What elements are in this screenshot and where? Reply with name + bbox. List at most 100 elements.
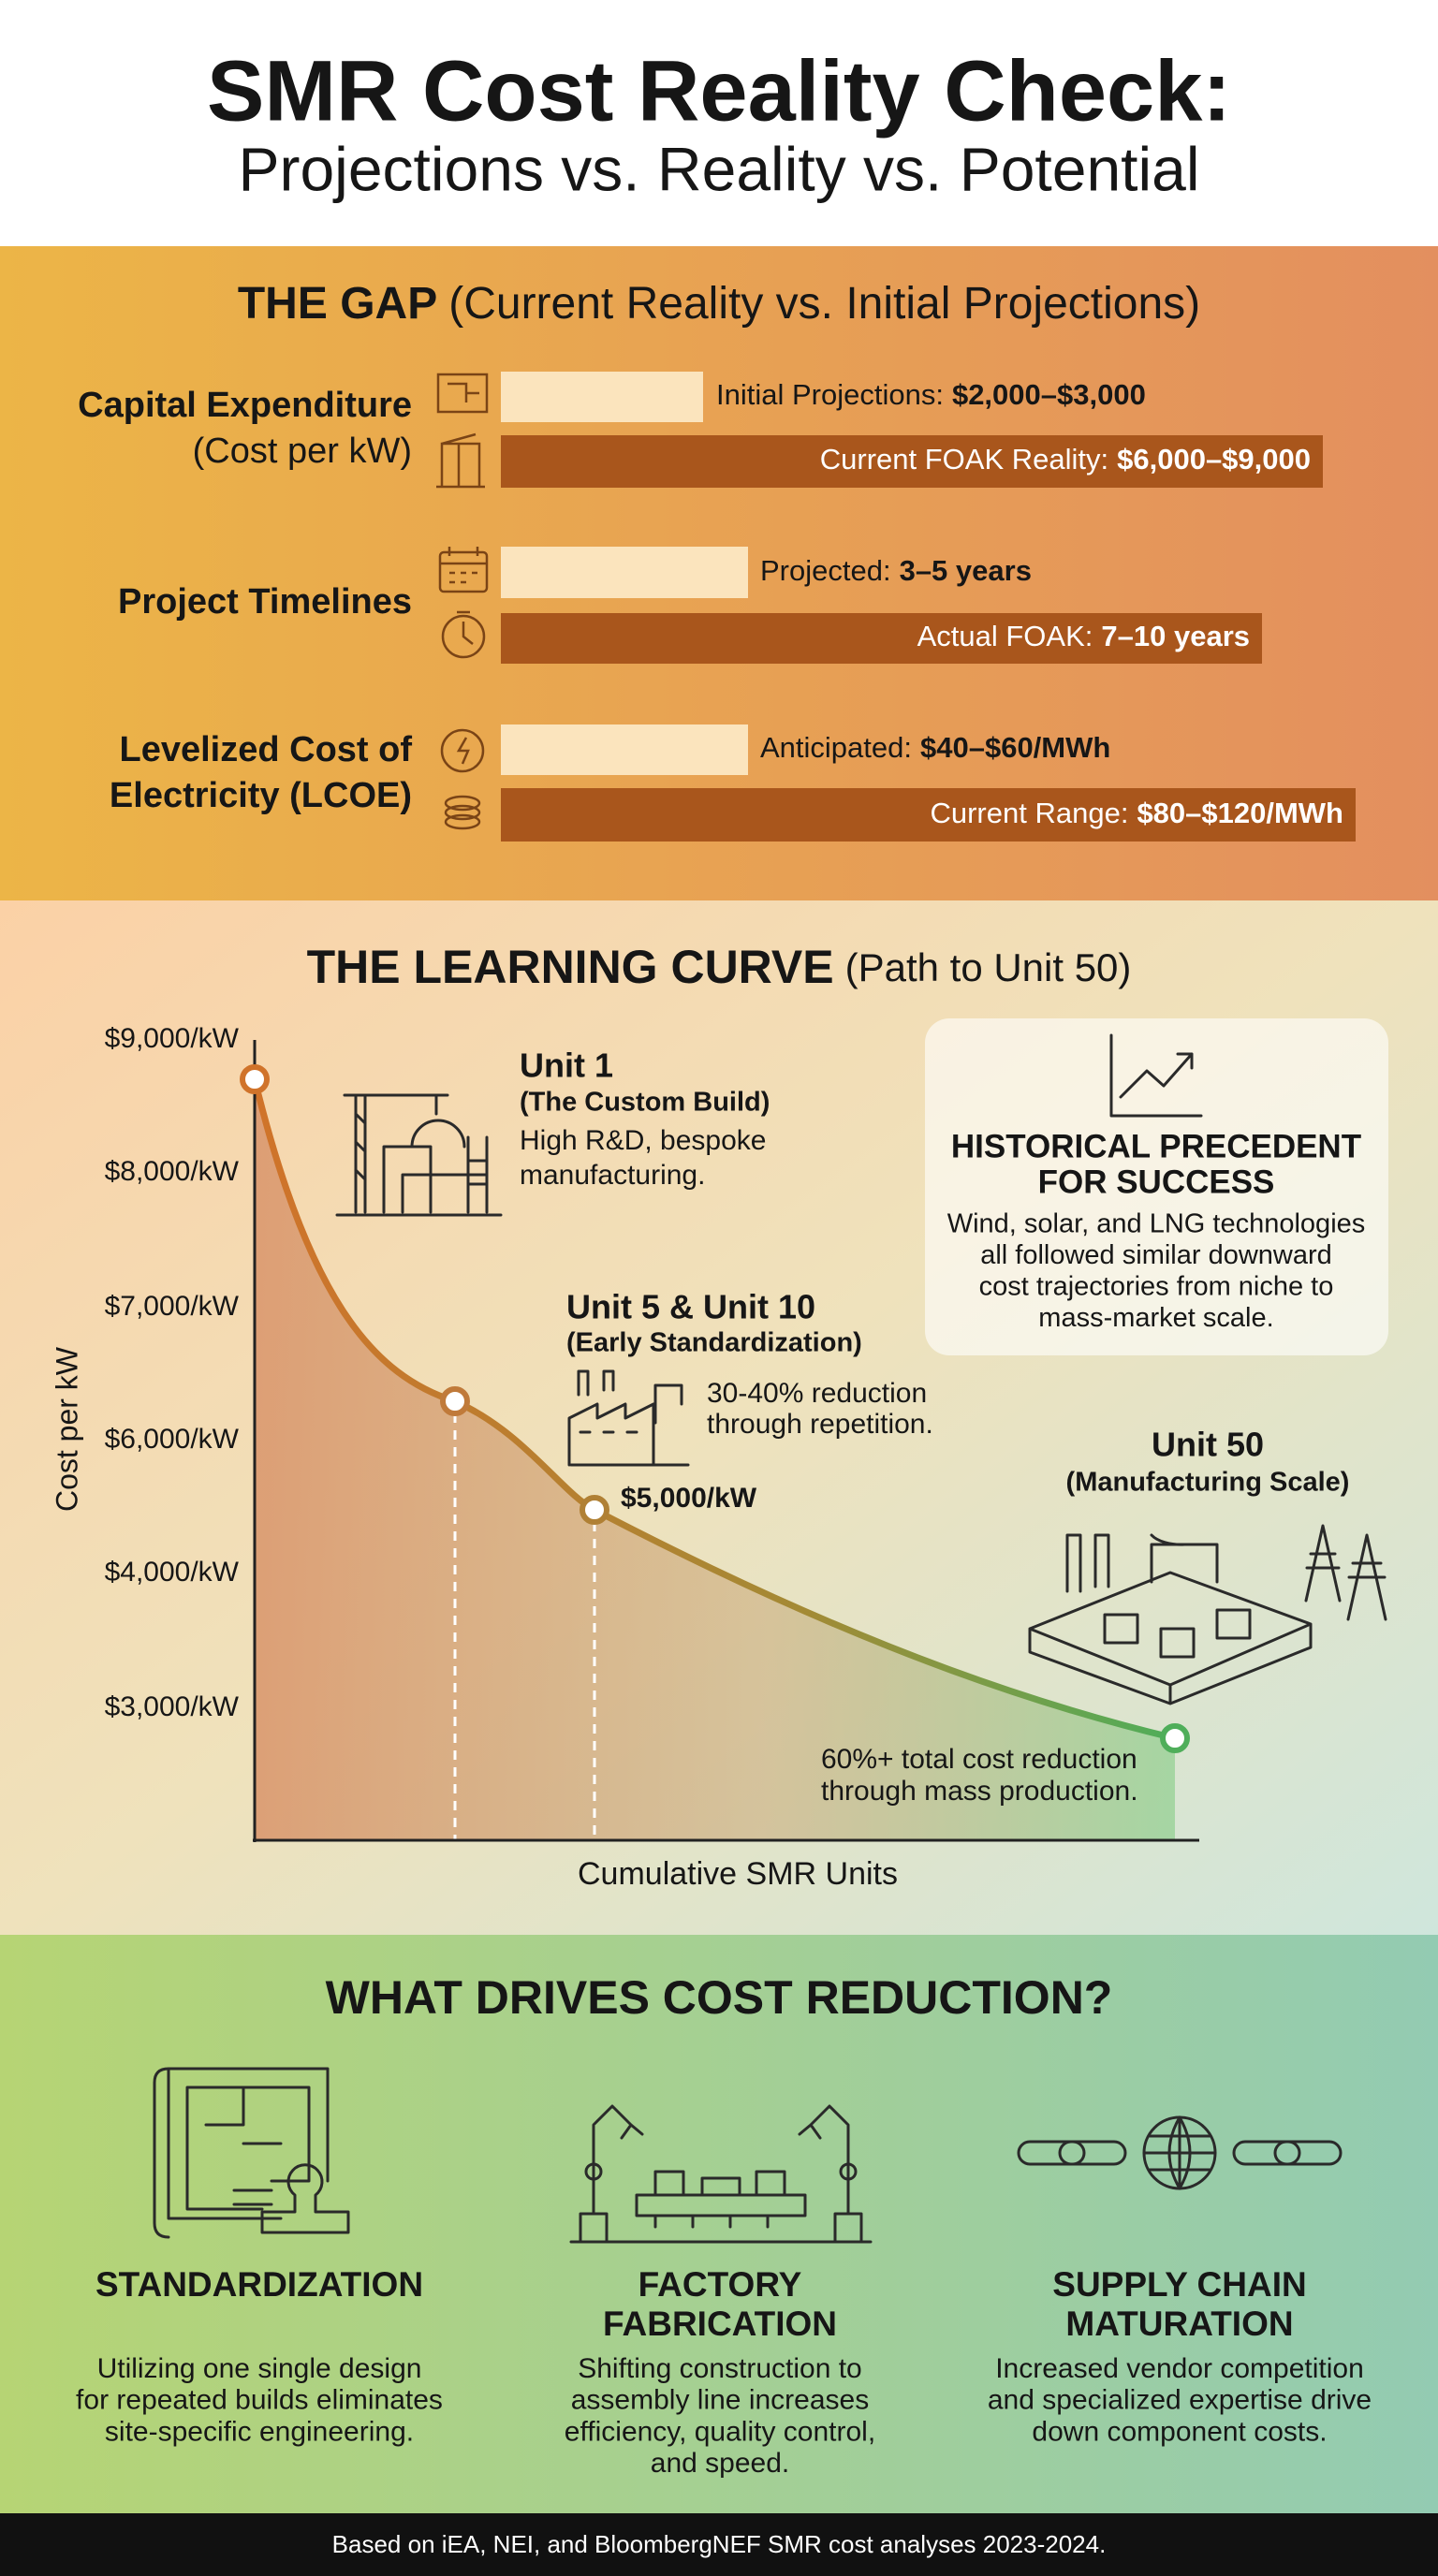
driver-text: efficiency, quality control,	[565, 2416, 875, 2447]
curve-point	[440, 1386, 470, 1416]
annotation-text: manufacturing.	[520, 1160, 705, 1191]
x-axis-label: Cumulative SMR Units	[578, 1856, 898, 1892]
projected-value: $40–$60/MWh	[920, 731, 1110, 764]
driver-text: Increased vendor competition	[995, 2353, 1364, 2384]
annotation-subtitle: (The Custom Build)	[520, 1088, 770, 1118]
actual-value: $80–$120/MWh	[1137, 797, 1343, 829]
driver-title: STANDARDIZATION	[95, 2265, 423, 2304]
driver-text: Shifting construction to	[578, 2353, 862, 2384]
y-tick-label: $3,000/kW	[105, 1691, 240, 1722]
y-tick-label: $7,000/kW	[105, 1291, 240, 1322]
drivers-heading: WHAT DRIVES COST REDUCTION?	[326, 1971, 1113, 2024]
actual-text: Current FOAK Reality: $6,000–$9,000	[820, 443, 1311, 476]
curve-heading: THE LEARNING CURVE (Path to Unit 50)	[307, 941, 1132, 993]
annotation-text: 30-40% reduction	[707, 1378, 927, 1409]
actual-text: Current Range: $80–$120/MWh	[930, 797, 1343, 829]
curve-heading-main: THE LEARNING CURVE	[307, 941, 834, 993]
header-bg	[0, 0, 1438, 246]
curve-heading-note: (Path to Unit 50)	[845, 945, 1132, 989]
driver-text: for repeated builds eliminates	[76, 2385, 443, 2416]
driver-title: SUPPLY CHAIN	[1052, 2265, 1306, 2304]
y-tick-label: $6,000/kW	[105, 1424, 240, 1455]
annotation-title: Unit 1	[520, 1046, 613, 1085]
annotation-title: Unit 5 & Unit 10	[566, 1288, 815, 1326]
actual-label: Current FOAK Reality:	[820, 443, 1108, 476]
y-axis-label: Cost per kW	[50, 1346, 83, 1512]
precedent-title: FOR SUCCESS	[1038, 1164, 1275, 1200]
precedent-icon	[1109, 1033, 1203, 1118]
projected-label: Initial Projections:	[716, 378, 944, 411]
gap-icons	[436, 373, 489, 830]
projected-bar	[501, 372, 703, 422]
driver-text: assembly line increases	[571, 2385, 869, 2416]
title: SMR Cost Reality Check:	[207, 43, 1231, 139]
projected-label: Anticipated:	[760, 731, 912, 764]
driver-title: FACTORY	[638, 2265, 802, 2304]
actual-label: Actual FOAK:	[917, 620, 1093, 652]
annotation-subtitle: (Manufacturing Scale)	[1066, 1468, 1350, 1498]
projected-text: Projected: 3–5 years	[760, 554, 1032, 587]
curve-line	[251, 1078, 1176, 1742]
driver-title: FABRICATION	[603, 2305, 837, 2343]
precedent-title: HISTORICAL PRECEDENT	[951, 1128, 1361, 1164]
projected-label: Projected:	[760, 554, 891, 587]
unit5-icon	[567, 1369, 690, 1467]
gap-heading: THE GAP (Current Reality vs. Initial Proj…	[238, 279, 1200, 329]
point-label: $5,000/kW	[621, 1483, 757, 1514]
driver-text: Utilizing one single design	[97, 2353, 422, 2384]
curve-area	[255, 1079, 1175, 1840]
actual-bar	[501, 788, 1356, 842]
driver-text: down component costs.	[1032, 2416, 1327, 2447]
unit50-icon	[1028, 1524, 1387, 1705]
projected-value: $2,000–$3,000	[952, 378, 1146, 411]
y-tick-label: $8,000/kW	[105, 1156, 240, 1187]
curve-point	[1160, 1723, 1190, 1753]
curve-point	[240, 1064, 270, 1094]
precedent-text: all followed similar downward	[980, 1240, 1332, 1270]
row-label: Capital Expenditure	[78, 386, 412, 425]
annotation-subtitle: (Early Standardization)	[566, 1328, 862, 1358]
subtitle: Projections vs. Reality vs. Potential	[238, 134, 1199, 203]
projected-bar	[501, 724, 748, 775]
unit1-icon	[335, 1093, 503, 1217]
drivers-bg	[0, 1935, 1438, 2513]
driver-title: MATURATION	[1065, 2305, 1293, 2343]
row-label: Electricity (LCOE)	[110, 776, 412, 815]
y-tick-label: $4,000/kW	[105, 1557, 240, 1588]
footer: Based on iEA, NEI, and BloombergNEF SMR …	[332, 2530, 1107, 2558]
row-label: (Cost per kW)	[193, 432, 412, 471]
annotation-text: High R&D, bespoke	[520, 1125, 766, 1156]
actual-bar	[501, 613, 1262, 664]
driver-text: site-specific engineering.	[105, 2416, 414, 2447]
curve-point	[580, 1495, 609, 1525]
projected-value: 3–5 years	[900, 554, 1032, 587]
annotation-text: through mass production.	[821, 1776, 1138, 1807]
footer-bg	[0, 2513, 1438, 2576]
projected-text: Initial Projections: $2,000–$3,000	[716, 378, 1146, 411]
actual-text: Actual FOAK: 7–10 years	[917, 620, 1250, 652]
actual-label: Current Range:	[930, 797, 1128, 829]
precedent-text: mass-market scale.	[1038, 1303, 1273, 1333]
actual-value: 7–10 years	[1101, 620, 1250, 652]
precedent-text: cost trajectories from niche to	[979, 1272, 1334, 1302]
row-label: Levelized Cost of	[120, 730, 413, 769]
row-label: Project Timelines	[118, 582, 412, 622]
actual-value: $6,000–$9,000	[1117, 443, 1311, 476]
gap-rows: Capital Expenditure (Cost per kW) Initial …	[78, 372, 1356, 842]
driver-text: and specialized expertise drive	[988, 2385, 1372, 2416]
curve-annotations: Unit 1(The Custom Build) High R&D, bespok…	[520, 1046, 1365, 1807]
actual-bar	[501, 435, 1323, 488]
annotation-text: 60%+ total cost reduction	[821, 1744, 1137, 1775]
driver-text: and speed.	[651, 2448, 789, 2479]
projected-bar	[501, 547, 748, 598]
precedent-box	[925, 1018, 1388, 1355]
precedent-text: Wind, solar, and LNG technologies	[947, 1209, 1366, 1239]
driver-icons	[153, 2067, 1343, 2244]
gap-heading-main: THE GAP	[238, 279, 437, 329]
y-tick-labels: $9,000/kW $8,000/kW $7,000/kW $6,000/kW $4,0…	[105, 1023, 240, 1722]
y-tick-label: $9,000/kW	[105, 1023, 240, 1054]
projected-text: Anticipated: $40–$60/MWh	[760, 731, 1110, 764]
annotation-title: Unit 50	[1152, 1426, 1264, 1464]
